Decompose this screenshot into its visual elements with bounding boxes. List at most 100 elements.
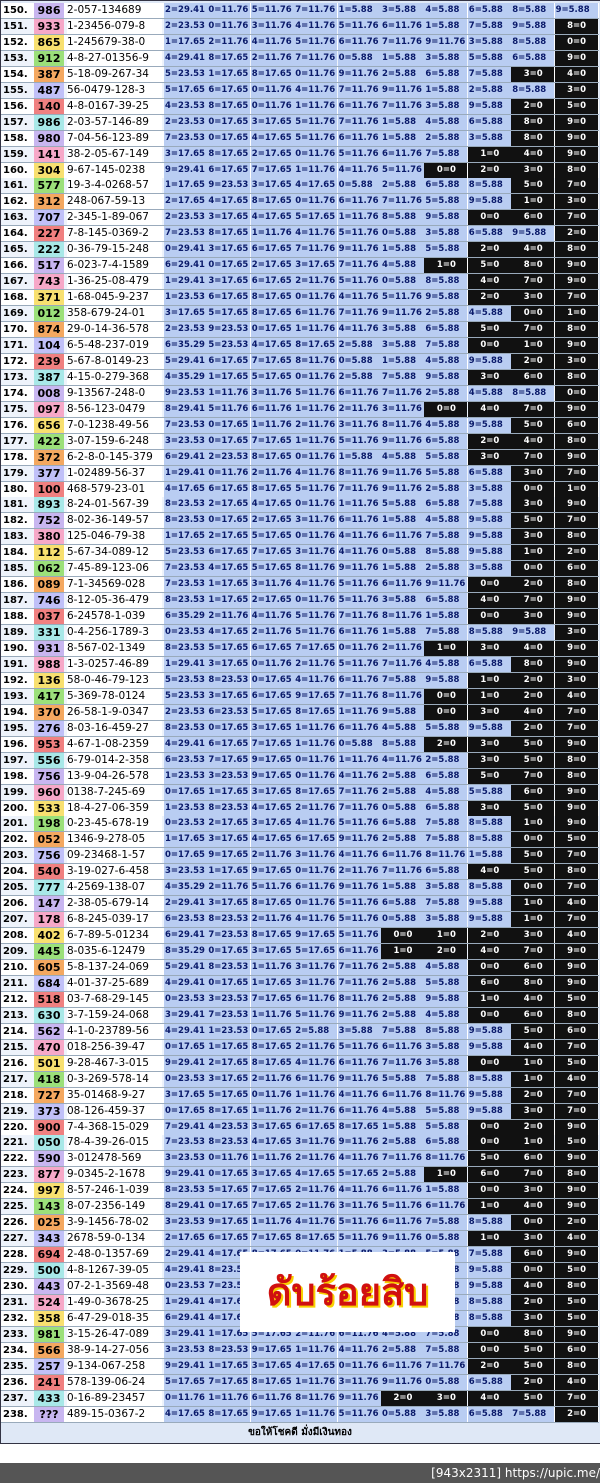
stat-cell: 0=11.76	[207, 465, 251, 481]
stat-cell: 6=11.76	[381, 848, 424, 864]
stat-cell: 1=17.65	[207, 593, 251, 609]
stat-cell: 4=5.88	[424, 353, 468, 369]
stat-cell: 0=11.76	[294, 146, 338, 162]
stat-cell: 3=0	[467, 800, 511, 816]
draw-number: 630	[34, 1007, 64, 1023]
stat-cell: 6=11.76	[294, 880, 338, 896]
stat-cell: 1=0	[467, 672, 511, 688]
stat-cell: 1=11.76	[250, 1103, 294, 1119]
stat-cell: 7=5.88	[424, 146, 468, 162]
stat-cell: 2=17.65	[164, 1231, 207, 1247]
stat-cell: 1=17.65	[207, 1326, 251, 1342]
stat-cell: 7=17.65	[250, 991, 294, 1007]
digit-sequence: 6-24578-1-039	[67, 609, 162, 625]
digit-sequence: 6-8-245-039-17	[67, 912, 162, 928]
row-number: 220.	[3, 1121, 28, 1133]
stat-cell: 1=5.88	[381, 130, 424, 146]
row-number: 203.	[3, 850, 28, 862]
draw-number: 656	[34, 417, 64, 433]
stat-cell: 0=11.76	[250, 82, 294, 98]
stat-cell: 4=5.88	[381, 720, 424, 736]
stat-cell: 6=11.76	[337, 720, 381, 736]
stat-cell: 1=17.65	[207, 577, 251, 593]
stat-cell: 7=17.65	[250, 736, 294, 752]
draw-number: 777	[34, 880, 64, 896]
stat-cell: 9=5.88	[511, 226, 555, 242]
stat-cell: 8=17.65	[250, 928, 294, 944]
table-row: 155. 487 56-0479-128-3 5=17.65 6=17.65 0=11.7…	[1, 82, 599, 99]
draw-number: 387	[34, 369, 64, 385]
stat-cell: 1=29.41	[164, 656, 207, 672]
stat-cell: 4=5.88	[424, 3, 468, 18]
stat-cell: 2=11.76	[294, 1151, 338, 1167]
stat-cell: 0=23.53	[164, 1071, 207, 1087]
stat-cell: 8=23.53	[207, 672, 251, 688]
stat-cell: 6=0	[554, 1023, 598, 1039]
stat-cell: 0=17.65	[207, 1199, 251, 1215]
digit-sequence: 4-8-0167-39-25	[67, 98, 162, 114]
stat-cell: 5=0	[511, 864, 555, 880]
stat-cell: 4=23.53	[164, 98, 207, 114]
digit-sequence: 3-9-1456-78-02	[67, 1215, 162, 1231]
table-row: 154. 387 5-18-09-267-34 5=23.53 1=17.65 8=17.…	[1, 66, 599, 83]
stat-cell: 9=0	[554, 784, 598, 800]
digit-sequence: 9-67-145-0238	[67, 162, 162, 178]
row-number: 208.	[3, 930, 28, 942]
stat-cell: 1=11.76	[337, 497, 381, 513]
stat-cell: 6=11.76	[381, 1183, 424, 1199]
stat-cell: 9=17.65	[250, 864, 294, 880]
table-row: 180. 100 468-579-23-01 4=17.65 6=17.65 8=17.6…	[1, 481, 599, 498]
row-number: 233.	[3, 1328, 28, 1340]
stat-cell: 2=5.88	[381, 1342, 424, 1358]
digit-sequence: 3-07-159-6-248	[67, 433, 162, 449]
stat-cell: 2=17.65	[250, 593, 294, 609]
stat-cell: 3=17.65	[207, 1071, 251, 1087]
stat-cell: 8=23.53	[207, 1342, 251, 1358]
row-number: 221.	[3, 1137, 28, 1149]
stat-cell: 5=0	[554, 1263, 598, 1279]
draw-number: 372	[34, 449, 64, 465]
stat-cell: 3=17.65	[250, 784, 294, 800]
table-row: 152. 865 1-245679-38-0 1=17.65 2=11.76 4=11.7…	[1, 34, 599, 51]
stat-cell: 6=17.65	[294, 832, 338, 848]
stat-cell: 0=17.65	[207, 1167, 251, 1183]
stat-cell: 2=11.76	[294, 800, 338, 816]
draw-number: 377	[34, 465, 64, 481]
stat-cell: 2=11.76	[337, 401, 381, 417]
stat-cell: 5=0	[554, 991, 598, 1007]
stat-cell: 9=0	[554, 146, 598, 162]
stat-cell: 7=23.53	[164, 1135, 207, 1151]
stat-cell: 1=11.76	[250, 960, 294, 975]
stat-cell: 6=17.65	[250, 274, 294, 290]
stat-cell: 8=11.76	[294, 561, 338, 577]
stat-cell: 9=11.76	[337, 561, 381, 577]
row-number: 166.	[3, 260, 28, 272]
stat-cell: 7=0	[554, 1087, 598, 1103]
draw-number: 143	[34, 1199, 64, 1215]
stat-cell: 5=0	[467, 1151, 511, 1167]
stat-cell: 0=11.76	[294, 896, 338, 912]
stat-cell: 8=17.65	[207, 50, 251, 66]
stat-cell: 3=0	[467, 641, 511, 656]
stat-cell: 3=5.88	[424, 912, 468, 928]
stat-cell: 8=11.76	[294, 1390, 338, 1406]
stat-cell: 9=5.88	[467, 545, 511, 561]
table-row: 218. 727 35-01468-9-27 3=17.65 5=17.65 0=11.7…	[1, 1087, 599, 1104]
stat-cell: 1=17.65	[207, 864, 251, 880]
draw-number: 089	[34, 577, 64, 593]
stat-cell: 6=0	[511, 369, 555, 385]
stat-cell: 3=17.65	[294, 258, 338, 274]
footer: ขอให้โชคดี มั่งมีเงินทอง	[248, 1427, 352, 1438]
row-number: 163.	[3, 212, 28, 224]
stat-cell: 1=0	[467, 991, 511, 1007]
stat-cell: 1=0	[467, 1231, 511, 1247]
draw-number: 953	[34, 736, 64, 752]
digit-sequence: 6-79-014-2-358	[67, 752, 162, 768]
digit-sequence: 78-4-39-26-015	[67, 1135, 162, 1151]
stat-cell: 0=0	[467, 1055, 511, 1071]
table-row: 204. 540 3-19-027-6-458 3=23.53 1=17.65 9=17.…	[1, 864, 599, 881]
digit-sequence: 35-01468-9-27	[67, 1087, 162, 1103]
stat-cell: 7=11.76	[337, 800, 381, 816]
stat-cell: 0=17.65	[207, 513, 251, 529]
table-row: 160. 304 9-67-145-0238 9=29.41 6=17.65 7=17.6…	[1, 162, 599, 179]
